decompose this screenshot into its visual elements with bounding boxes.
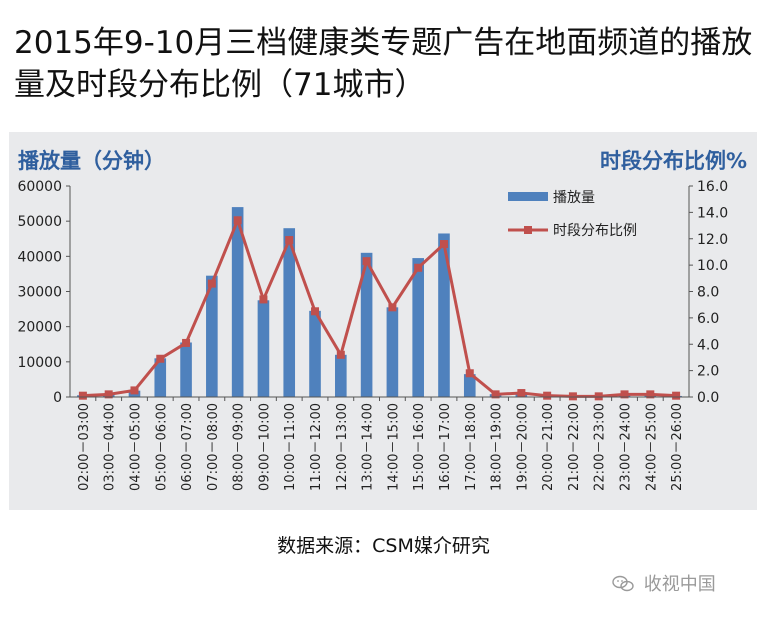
- line-point: [285, 236, 294, 245]
- watermark: 收视中国: [612, 570, 716, 596]
- line-point: [414, 263, 423, 272]
- line-path: [82, 215, 677, 398]
- line-point: [104, 390, 113, 399]
- bar: [180, 342, 192, 397]
- x-tick-label: 17:00－18:00: [464, 403, 479, 491]
- legend-marker-line: [524, 226, 532, 234]
- bar: [438, 233, 450, 397]
- left-tick-label: 60000: [17, 179, 62, 195]
- axes: 0 10000 20000 30000 40000 50000 60000 0.0 2.0 4.0…: [17, 179, 728, 491]
- right-tick-label: 4.0: [697, 337, 719, 353]
- line-point: [543, 391, 552, 400]
- x-tick-label: 07:00－08:00: [206, 403, 221, 491]
- x-tick-label: 15:00－16:00: [412, 403, 427, 491]
- right-tick-label: 8.0: [697, 285, 719, 301]
- line-point: [233, 216, 242, 225]
- x-tick-label: 12:00－13:00: [335, 403, 350, 491]
- bar: [283, 228, 296, 397]
- left-tick-label: 50000: [17, 214, 62, 230]
- line-point: [594, 392, 603, 401]
- legend-swatch-bar: [508, 192, 548, 201]
- bar: [309, 310, 321, 397]
- left-axis-title: 播放量（分钟）: [18, 149, 165, 173]
- line-point: [568, 392, 577, 401]
- x-tick-label: 02:00－03:00: [77, 403, 92, 491]
- x-tick-label: 19:00－20:00: [515, 403, 530, 491]
- x-tick-label: 21:00－22:00: [567, 403, 582, 491]
- line-point: [465, 369, 474, 378]
- line-point: [388, 303, 397, 312]
- x-tick-label: 23:00－24:00: [619, 403, 634, 491]
- x-tick-label: 06:00－07:00: [180, 403, 195, 491]
- x-tick-label: 14:00－15:00: [386, 403, 401, 491]
- line-point: [259, 295, 268, 304]
- line-point: [207, 279, 216, 288]
- x-tick-label: 08:00－09:00: [232, 403, 247, 491]
- line-point: [646, 390, 655, 399]
- x-tick-label: 10:00－11:00: [283, 403, 298, 491]
- legend-label-line: 时段分布比例: [553, 223, 637, 239]
- right-tick-label: 14.0: [697, 205, 728, 221]
- bar: [412, 258, 424, 397]
- left-tick-label: 10000: [17, 355, 62, 371]
- x-tick-label: 05:00－06:00: [154, 403, 169, 491]
- line-point: [491, 390, 500, 399]
- chart-title: 2015年9-10月三档健康类专题广告在地面频道的播放量及时段分布比例（71城市…: [14, 25, 753, 103]
- chart-panel: [9, 132, 757, 510]
- x-tick-label: 04:00－05:00: [128, 403, 143, 491]
- line-point: [439, 240, 448, 249]
- left-tick-label: 40000: [17, 249, 62, 265]
- right-tick-label: 2.0: [697, 364, 719, 380]
- left-tick-label: 20000: [17, 320, 62, 336]
- line-point: [362, 257, 371, 266]
- x-tick-label: 22:00－23:00: [593, 403, 608, 491]
- bar: [231, 207, 244, 397]
- source-note: 数据来源：CSM媒介研究: [277, 535, 490, 557]
- bar: [257, 300, 270, 397]
- line-point: [156, 354, 165, 363]
- line-series: [78, 215, 681, 401]
- x-tick-label: 16:00－17:00: [438, 403, 453, 491]
- x-tick-label: 24:00－25:00: [644, 403, 659, 491]
- left-tick-label: 0: [53, 390, 62, 406]
- bar: [335, 354, 347, 397]
- right-tick-label: 0.0: [697, 390, 719, 406]
- bar: [386, 307, 399, 397]
- bar: [154, 358, 167, 397]
- line-point: [672, 391, 681, 400]
- line-point: [182, 338, 191, 347]
- x-tick-label: 11:00－12:00: [309, 403, 324, 491]
- legend-label-bar: 播放量: [553, 190, 595, 206]
- right-tick-label: 6.0: [697, 311, 719, 327]
- bar: [206, 275, 218, 397]
- line-point: [620, 390, 629, 399]
- right-axis-title: 时段分布比例%: [599, 149, 747, 173]
- x-tick-label: 03:00－04:00: [103, 403, 118, 491]
- line-point: [517, 389, 526, 398]
- left-tick-label: 30000: [17, 285, 62, 301]
- line-point: [130, 386, 139, 395]
- line-point: [311, 307, 320, 316]
- right-tick-label: 10.0: [697, 258, 728, 274]
- x-tick-label: 13:00－14:00: [361, 403, 376, 491]
- bar: [463, 374, 476, 397]
- right-tick-label: 16.0: [697, 179, 728, 195]
- line-point: [78, 391, 87, 400]
- wechat-icon: [612, 575, 634, 592]
- x-tick-label: 25:00－26:00: [670, 403, 685, 491]
- x-tick-label: 18:00－19:00: [490, 403, 505, 491]
- bar: [360, 252, 373, 397]
- right-tick-label: 12.0: [697, 232, 728, 248]
- watermark-text: 收视中国: [643, 574, 716, 595]
- line-point: [336, 350, 345, 359]
- x-tick-label: 20:00－21:00: [541, 403, 556, 491]
- x-tick-label: 09:00－10:00: [257, 403, 272, 491]
